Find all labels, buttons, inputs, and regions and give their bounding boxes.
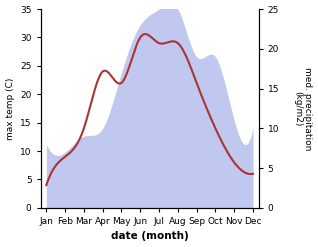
Y-axis label: med. precipitation
(kg/m2): med. precipitation (kg/m2) [293, 67, 313, 150]
Y-axis label: max temp (C): max temp (C) [5, 77, 15, 140]
X-axis label: date (month): date (month) [111, 231, 189, 242]
